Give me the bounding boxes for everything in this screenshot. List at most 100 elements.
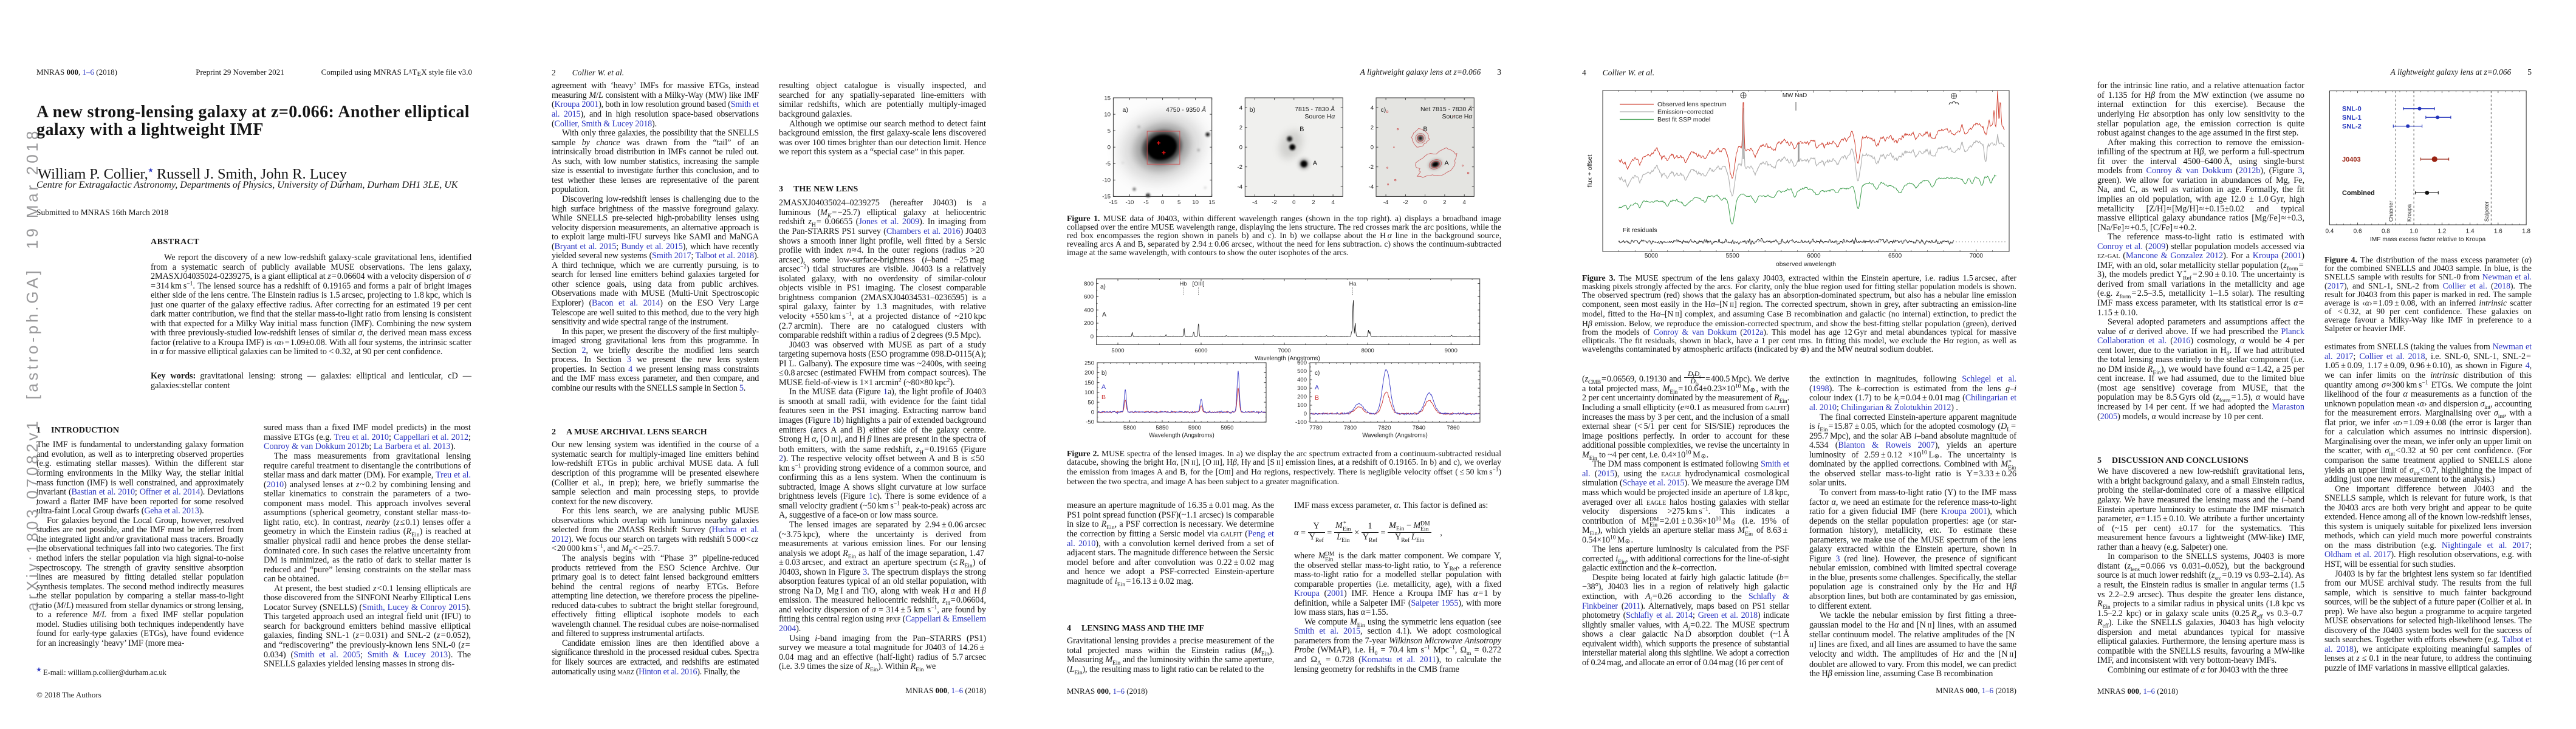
svg-text:Fit residuals: Fit residuals	[1623, 227, 1657, 234]
svg-text:0: 0	[1371, 145, 1374, 151]
svg-text:600: 600	[1084, 294, 1094, 301]
svg-text:5900: 5900	[1188, 425, 1201, 431]
svg-text:5500: 5500	[1726, 253, 1740, 259]
svg-text:A: A	[1102, 311, 1106, 318]
svg-text:5850: 5850	[1156, 425, 1168, 431]
svg-text:B: B	[1300, 126, 1304, 133]
svg-text:-10: -10	[1126, 199, 1134, 206]
svg-text:0: 0	[1091, 334, 1094, 340]
svg-text:B: B	[1101, 394, 1106, 401]
svg-text:Kroupa: Kroupa	[2406, 204, 2413, 222]
svg-text:Best fit SSP model: Best fit SSP model	[1657, 116, 1710, 123]
svg-text:7000: 7000	[1278, 347, 1290, 354]
svg-text:5800: 5800	[1123, 425, 1136, 431]
svg-text:4: 4	[1371, 105, 1374, 112]
svg-text:200: 200	[1084, 370, 1094, 377]
svg-text:15: 15	[1208, 199, 1215, 206]
svg-text:J0403: J0403	[2342, 156, 2361, 163]
svg-text:-4: -4	[1252, 199, 1257, 206]
svg-text:9000: 9000	[1445, 347, 1458, 354]
svg-text:600: 600	[1297, 360, 1307, 366]
svg-text:A: A	[1444, 160, 1449, 167]
svg-text:MW NaD: MW NaD	[1783, 92, 1807, 99]
svg-text:0.8: 0.8	[2382, 228, 2390, 235]
svg-text:7840: 7840	[1413, 425, 1425, 431]
svg-text:Hb: Hb	[1180, 281, 1187, 287]
svg-text:Ein: Ein	[2008, 465, 2016, 471]
svg-text:0: 0	[1304, 411, 1307, 417]
svg-text:IMF mass excess factor relativ: IMF mass excess factor relative to Kroup…	[2370, 236, 2486, 243]
svg-text:Salpeter: Salpeter	[2484, 201, 2490, 222]
svg-text:-5: -5	[1106, 161, 1111, 168]
svg-text:500: 500	[1297, 368, 1307, 375]
svg-text:*: *	[1343, 521, 1346, 527]
svg-text:0: 0	[1239, 145, 1242, 151]
svg-text:2: 2	[1443, 199, 1446, 206]
svg-text:8000: 8000	[1362, 347, 1374, 354]
svg-text:50: 50	[1088, 399, 1094, 406]
svg-text:SNL-2: SNL-2	[2342, 123, 2362, 130]
svg-text:Ein: Ein	[1745, 531, 1753, 538]
svg-text:DM: DM	[1325, 551, 1335, 558]
svg-text:-15: -15	[1102, 194, 1111, 200]
svg-text:400: 400	[1084, 307, 1094, 313]
svg-text:100: 100	[1084, 389, 1094, 396]
svg-text:1.2: 1.2	[2437, 228, 2446, 235]
svg-text:0.4: 0.4	[2325, 228, 2334, 235]
svg-text:Source Hα: Source Hα	[1442, 113, 1473, 120]
svg-text:-10: -10	[1102, 177, 1111, 184]
svg-text:0: 0	[1423, 199, 1427, 206]
svg-text:2: 2	[1371, 125, 1374, 131]
svg-text:A: A	[1101, 383, 1106, 391]
svg-text:Ha: Ha	[1349, 281, 1357, 287]
svg-text:5: 5	[1177, 199, 1180, 206]
svg-text:-2: -2	[1272, 199, 1276, 206]
svg-text:Ref: Ref	[2183, 275, 2192, 282]
svg-text:6000: 6000	[1194, 347, 1207, 354]
svg-text:*: *	[1745, 525, 1749, 532]
svg-text:0.6: 0.6	[2354, 228, 2362, 235]
svg-text:7000: 7000	[1970, 253, 1984, 259]
svg-text:Wavelength (Angstroms): Wavelength (Angstroms)	[1255, 355, 1320, 362]
svg-text:100: 100	[1297, 402, 1307, 409]
svg-text:[OIII]: [OIII]	[1193, 281, 1205, 287]
svg-text:5000: 5000	[1645, 253, 1659, 259]
svg-text:200: 200	[1084, 320, 1094, 327]
svg-text:-4: -4	[1238, 184, 1242, 191]
svg-text:7820: 7820	[1378, 425, 1391, 431]
svg-text:1.6: 1.6	[2494, 228, 2502, 235]
svg-text:-2: -2	[1238, 164, 1242, 171]
svg-text:b): b)	[1250, 106, 1255, 114]
svg-text:2: 2	[1239, 125, 1242, 131]
svg-text:0: 0	[1161, 199, 1164, 206]
svg-text:Net 7815 - 7830 Å: Net 7815 - 7830 Å	[1420, 105, 1472, 113]
svg-text:Ein: Ein	[1420, 526, 1429, 533]
svg-text:4750 - 9350 Å: 4750 - 9350 Å	[1166, 106, 1206, 114]
svg-text:Chabrier: Chabrier	[2388, 200, 2394, 222]
svg-text:1.0: 1.0	[2410, 228, 2418, 235]
svg-text:Ein: Ein	[1325, 556, 1333, 563]
svg-text:7800: 7800	[1344, 425, 1357, 431]
svg-text:-100: -100	[1295, 419, 1307, 426]
svg-text:B: B	[1315, 394, 1319, 402]
svg-text:4: 4	[1331, 199, 1334, 206]
svg-text:5950: 5950	[1221, 425, 1233, 431]
svg-text:4: 4	[1239, 105, 1242, 112]
svg-text:DM: DM	[1649, 516, 1659, 522]
svg-text:c): c)	[1315, 370, 1320, 377]
svg-text:SNL-1: SNL-1	[2342, 114, 2362, 122]
svg-text:-5: -5	[1143, 199, 1148, 206]
svg-text:400: 400	[1297, 377, 1307, 383]
svg-text:Observed lens spectrum: Observed lens spectrum	[1657, 101, 1727, 108]
svg-text:c): c)	[1381, 106, 1386, 114]
svg-text:1.8: 1.8	[2522, 228, 2530, 235]
svg-text:b): b)	[1101, 370, 1107, 377]
svg-text:10: 10	[1192, 199, 1199, 206]
svg-text:a): a)	[1123, 106, 1128, 114]
svg-text:SNL-0: SNL-0	[2342, 106, 2362, 113]
svg-text:0: 0	[1091, 409, 1094, 416]
svg-text:-15: -15	[1109, 199, 1118, 206]
svg-text:a): a)	[1100, 284, 1106, 290]
svg-text:-50: -50	[1086, 419, 1094, 426]
svg-text:6000: 6000	[1807, 253, 1821, 259]
